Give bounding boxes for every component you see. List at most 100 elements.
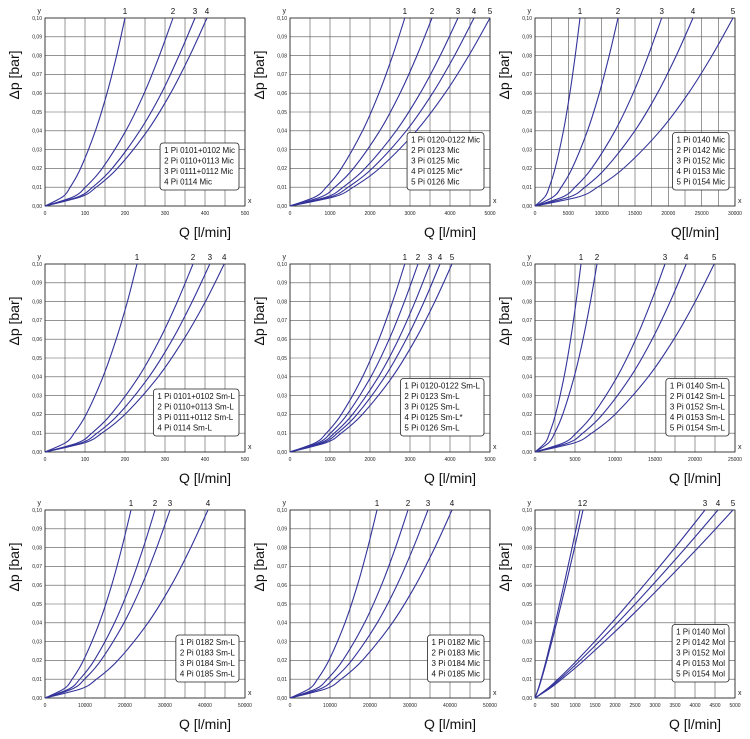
y-axis-label: Δp [bar] bbox=[496, 50, 512, 99]
plot-border bbox=[289, 17, 491, 207]
legend-box bbox=[152, 388, 240, 437]
y-tick-label: 0,02 bbox=[277, 166, 287, 172]
y-tick-label: 0,08 bbox=[32, 299, 42, 305]
curve-label: 3 bbox=[208, 253, 213, 262]
chart: 0,00 0,01 0,02 0,03 0,04 0,05 0,06 0,07 0,08 0,09… bbox=[6, 499, 252, 732]
curve bbox=[289, 263, 441, 453]
curve-label: 2 bbox=[406, 499, 411, 508]
y-tick-label: 0,05 bbox=[277, 356, 287, 362]
y-tick-label: 0,04 bbox=[522, 129, 532, 135]
legend: 1 Pi 0120-0122 Sm-L2 Pi 0123 Sm-L 3 Pi 01… bbox=[399, 378, 485, 437]
chart: 0,00 0,01 0,02 0,03 0,04 0,05 0,06 0,07 0,08 0,09… bbox=[251, 7, 497, 240]
x-axis-mark: x bbox=[493, 444, 497, 451]
y-axis-label: Δp [bar] bbox=[496, 296, 512, 345]
y-tick-label: 0,01 bbox=[277, 185, 287, 191]
x-tick-label: 25000 bbox=[695, 211, 709, 217]
y-axis-mark: y bbox=[283, 8, 287, 15]
y-tick-label: 0,04 bbox=[522, 621, 532, 627]
x-tick-label: 0 bbox=[534, 703, 537, 709]
curve bbox=[289, 17, 433, 207]
legend-entry: 1 Pi 0101+0102 Mic bbox=[164, 146, 235, 155]
legend-entry: 1 Pi 0120-0122 Mic bbox=[411, 136, 480, 145]
y-axis-mark: y bbox=[528, 8, 532, 15]
y-tick-label: 0,07 bbox=[277, 72, 287, 78]
y-tick-label: 0,01 bbox=[277, 431, 287, 437]
curve bbox=[534, 17, 694, 207]
y-tick-label: 0,02 bbox=[277, 412, 287, 418]
x-tick-label: 2000 bbox=[364, 457, 375, 463]
legend-entry: 4 Pi 0153 Mol bbox=[676, 659, 725, 668]
curve-label: 5 bbox=[450, 253, 455, 262]
curve-label: 4 bbox=[438, 253, 443, 262]
curve bbox=[534, 509, 719, 699]
legend-entry: 2 Pi 0110+0113 Mic bbox=[164, 157, 234, 166]
curve-label: 4 bbox=[691, 7, 696, 16]
y-tick-label: 0,09 bbox=[32, 35, 42, 41]
y-tick-label: 0,10 bbox=[277, 508, 287, 514]
legend-entry: 2 Pi 0142 Mol bbox=[676, 638, 725, 647]
legend-box bbox=[399, 378, 485, 437]
chart: 0,00 0,01 0,02 0,03 0,04 0,05 0,06 0,07 0,08 0,09… bbox=[6, 253, 252, 486]
y-axis-mark: y bbox=[283, 500, 287, 507]
x-tick-label: 3000 bbox=[404, 211, 415, 217]
legend-entry: 1 Pi 0182 Mic bbox=[432, 638, 480, 647]
legend-box bbox=[427, 634, 485, 683]
x-tick-label: 1000 bbox=[569, 703, 580, 709]
x-tick-label: 0 bbox=[534, 211, 537, 217]
curve-label: 1 bbox=[403, 253, 408, 262]
legend-entry: 3 Pi 0184 Mic bbox=[432, 659, 480, 668]
legend-entry: 5 Pi 0154 Mic bbox=[677, 178, 725, 187]
x-tick-label: 10000 bbox=[78, 703, 92, 709]
plot-border bbox=[44, 17, 246, 207]
curve-label: 1 bbox=[403, 7, 408, 16]
chart: 0,00 0,01 0,02 0,03 0,04 0,05 0,06 0,07 0,08 0,09… bbox=[496, 499, 742, 732]
y-tick-label: 0,03 bbox=[32, 639, 42, 645]
x-tick-label: 2000 bbox=[364, 211, 375, 217]
x-axis-label: Q [l/min] bbox=[179, 470, 231, 486]
y-tick-label: 0,05 bbox=[32, 602, 42, 608]
legend-box bbox=[672, 132, 730, 191]
legend-entry: 4 Pi 0114 Mic bbox=[164, 178, 212, 187]
y-tick-label: 0,01 bbox=[522, 677, 532, 683]
plot-border bbox=[534, 509, 736, 699]
curve-label: 1 bbox=[129, 499, 134, 508]
chart: 0,00 0,01 0,02 0,03 0,04 0,05 0,06 0,07 0,08 0,09… bbox=[496, 253, 742, 486]
x-tick-label: 0 bbox=[289, 457, 292, 463]
y-tick-label: 0,10 bbox=[277, 262, 287, 268]
y-tick-label: 0,10 bbox=[522, 508, 532, 514]
curve-label: 2 bbox=[430, 7, 435, 16]
y-tick-label: 0,05 bbox=[32, 356, 42, 362]
curve bbox=[289, 263, 453, 453]
legend-entry: 1 Pi 0182 Sm-L bbox=[180, 638, 236, 647]
y-tick-label: 0,08 bbox=[277, 545, 287, 551]
x-tick-label: 40000 bbox=[198, 703, 212, 709]
y-tick-label: 0,09 bbox=[277, 281, 287, 287]
y-tick-label: 0,08 bbox=[522, 53, 532, 59]
curve bbox=[534, 263, 687, 453]
y-tick-label: 0,08 bbox=[32, 53, 42, 59]
x-tick-label: 100 bbox=[81, 211, 90, 217]
curve-label: 3 bbox=[168, 499, 173, 508]
x-tick-label: 10000 bbox=[323, 703, 337, 709]
x-axis-mark: x bbox=[493, 690, 497, 697]
x-tick-label: 200 bbox=[121, 457, 130, 463]
x-tick-label: 5000 bbox=[484, 211, 495, 217]
curve bbox=[534, 509, 734, 699]
y-tick-label: 0,08 bbox=[32, 545, 42, 551]
curve-label: 2 bbox=[583, 499, 588, 508]
x-tick-label: 0 bbox=[44, 703, 47, 709]
plot-border bbox=[534, 17, 736, 207]
y-tick-label: 0,00 bbox=[32, 696, 42, 702]
plot-border bbox=[534, 263, 736, 453]
y-axis-mark: y bbox=[283, 254, 287, 261]
x-axis-label: Q [l/min] bbox=[424, 224, 476, 240]
y-tick-label: 0,10 bbox=[277, 16, 287, 22]
curve bbox=[44, 509, 132, 699]
legend-box bbox=[159, 142, 240, 191]
curve bbox=[534, 17, 581, 207]
y-axis-label: Δp [bar] bbox=[6, 542, 22, 591]
curve bbox=[44, 263, 138, 453]
